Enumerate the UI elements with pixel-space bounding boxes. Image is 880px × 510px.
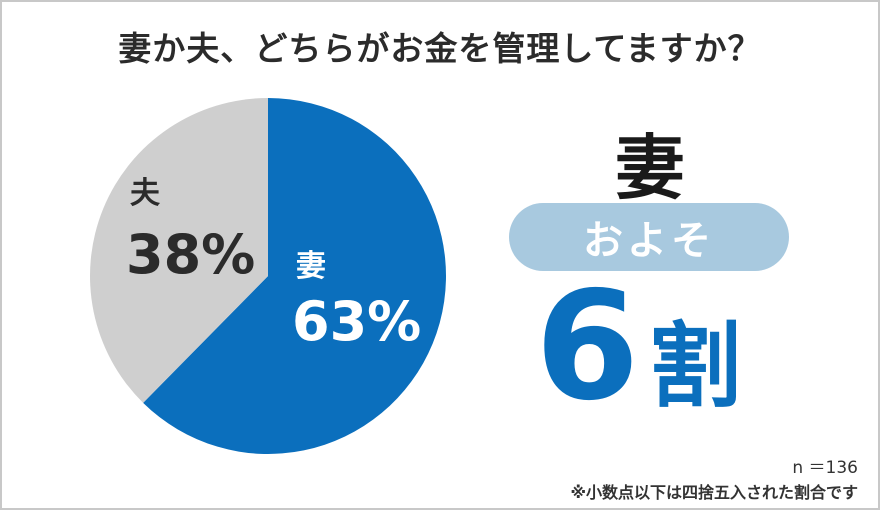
pie-slice-husband [90,98,268,403]
slice-value-husband: 38% [126,223,255,286]
sample-size-note: n ＝136 [792,458,858,478]
slice-value-wife: 63% [292,290,421,353]
chart-title: 妻か夫、どちらがお金を管理してますか？ [118,29,762,68]
approx-pill-text: およそ [583,218,715,264]
ratio-unit: 割 [649,313,742,420]
highlight-word: 妻 [615,127,685,209]
rounding-footnote: ※小数点以下は四捨五入された割合です [570,483,858,502]
approx-pill: およそ [509,203,789,271]
ratio-callout: 6 割 [535,262,741,432]
slice-label-wife: 妻 [296,249,326,284]
slice-label-husband: 夫 [130,176,161,211]
pie-slice-wife [143,98,447,455]
ratio-number: 6 [535,260,640,434]
